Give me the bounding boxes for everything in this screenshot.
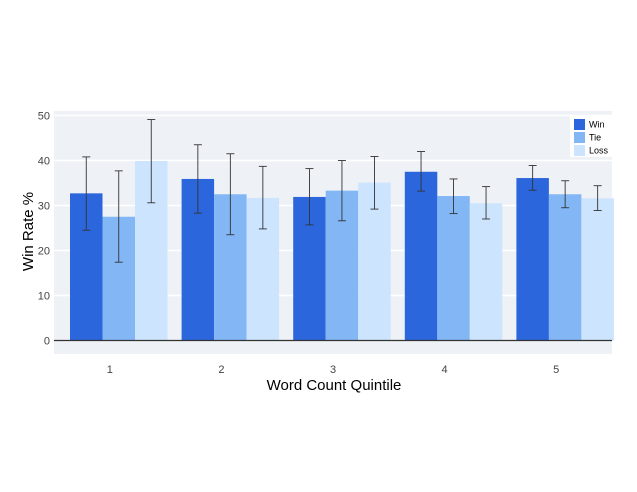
error-bar-win-1 xyxy=(82,156,91,231)
x-axis-title: Word Count Quintile xyxy=(267,377,402,394)
error-bar-loss-1 xyxy=(147,119,156,204)
legend-swatch-win xyxy=(574,119,585,130)
x-tick-label: 2 xyxy=(218,364,224,376)
error-bar-loss-4 xyxy=(482,186,491,220)
x-tick-labels: 1 2 3 4 5 xyxy=(107,364,560,376)
bar-win-4[interactable] xyxy=(404,171,438,341)
error-bar-tie-5 xyxy=(561,180,570,209)
y-tick-labels: 0 10 20 30 40 50 xyxy=(38,111,50,348)
x-tick-label: 3 xyxy=(330,364,336,376)
bar-loss-5[interactable] xyxy=(581,198,614,341)
legend-swatch-tie xyxy=(574,132,585,143)
error-bars xyxy=(82,119,602,263)
error-bar-win-2 xyxy=(193,144,202,214)
legend[interactable]: Win Tie Loss xyxy=(570,115,612,157)
error-bar-win-3 xyxy=(305,168,314,226)
bar-tie-5[interactable] xyxy=(548,194,582,341)
legend-swatch-loss xyxy=(574,145,585,156)
y-tick-label: 50 xyxy=(38,111,50,123)
legend-label-tie: Tie xyxy=(589,133,601,143)
y-axis-title: Win Rate % xyxy=(20,192,37,271)
error-bar-loss-2 xyxy=(258,165,267,230)
error-bar-tie-2 xyxy=(226,153,235,236)
error-bar-loss-5 xyxy=(593,185,602,211)
y-tick-label: 10 xyxy=(38,291,50,303)
error-bar-loss-3 xyxy=(370,155,379,210)
x-tick-label: 4 xyxy=(442,364,448,376)
bar-tie-4[interactable] xyxy=(437,196,470,341)
y-tick-label: 40 xyxy=(38,156,50,168)
y-tick-label: 0 xyxy=(44,336,50,348)
bar-loss-4[interactable] xyxy=(469,203,503,341)
error-bar-tie-4 xyxy=(449,178,458,215)
legend-label-loss: Loss xyxy=(589,146,609,156)
legend-label-win: Win xyxy=(589,120,605,130)
error-bar-win-5 xyxy=(528,164,537,191)
x-tick-label: 5 xyxy=(553,364,559,376)
error-bar-win-4 xyxy=(417,151,426,192)
error-bar-tie-3 xyxy=(337,160,346,222)
y-tick-label: 30 xyxy=(38,201,50,213)
bars xyxy=(70,160,614,341)
error-bar-tie-1 xyxy=(114,170,123,263)
y-tick-label: 20 xyxy=(38,246,50,258)
bar-win-5[interactable] xyxy=(516,178,549,341)
x-tick-label: 1 xyxy=(107,364,113,376)
